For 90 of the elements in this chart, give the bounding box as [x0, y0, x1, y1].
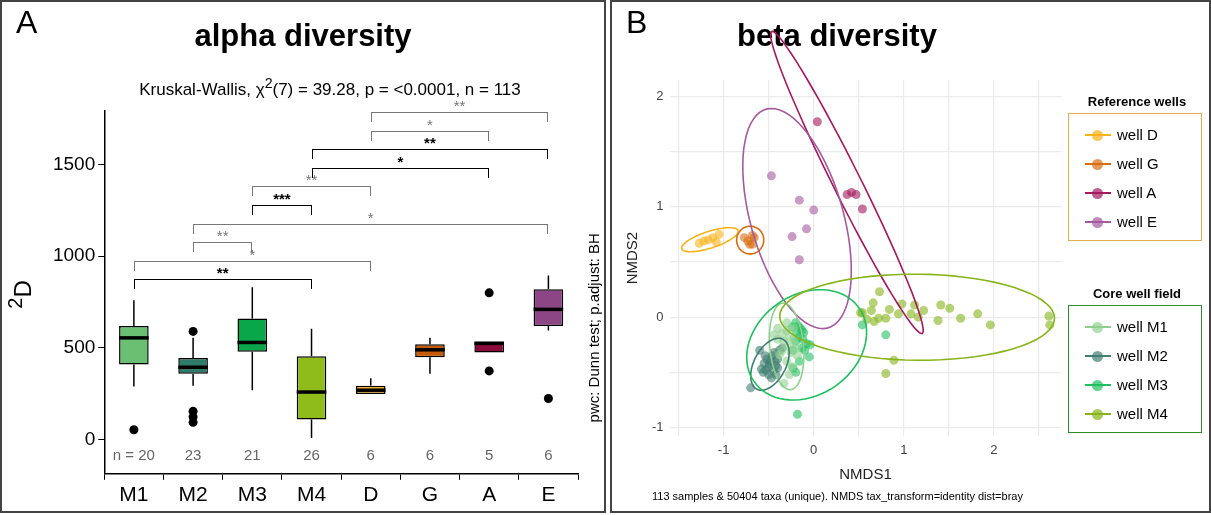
annotation: 6: [366, 445, 375, 463]
annotation: 26: [303, 445, 320, 463]
point: [802, 224, 812, 234]
y-tick-label: 1: [656, 198, 664, 214]
legend-label: well M1: [1117, 318, 1168, 335]
point: [884, 304, 894, 314]
point: [874, 313, 884, 323]
legend-label: well G: [1117, 155, 1159, 172]
point: [906, 309, 916, 319]
x-tick-label: A: [482, 482, 497, 506]
annotation: *: [426, 115, 434, 133]
annotation: 23: [184, 445, 202, 463]
y-tick-label: 1500: [52, 152, 96, 174]
point: [985, 320, 995, 330]
text: B: [626, 4, 648, 40]
annotation: **: [215, 227, 230, 245]
y-tick-label: 500: [63, 336, 96, 358]
x-tick-label: M1: [119, 482, 149, 506]
point: [933, 315, 943, 325]
annotation: **: [304, 171, 319, 189]
text: Core well field: [1091, 286, 1183, 302]
point: [956, 313, 966, 323]
point: [881, 330, 891, 340]
y-tick-label: 0: [656, 308, 664, 324]
point: [881, 368, 891, 378]
point: [881, 313, 891, 323]
x-tick-label: M2: [178, 482, 208, 506]
annotation: 6: [425, 445, 435, 463]
point: [851, 190, 861, 200]
y-axis-title: NMDS2: [623, 231, 641, 285]
annotation: 5: [485, 445, 494, 463]
x-axis-title: NMDS1: [839, 465, 892, 483]
point: [804, 352, 814, 362]
point: [782, 318, 792, 328]
chart-subtitle: Kruskal-Wallis, χ$^{2}$(7) = 39.28, p = <0.0001, n = 113: [138, 74, 522, 100]
legend-label: well M2: [1117, 347, 1168, 364]
point: [812, 117, 822, 127]
x-tick-label: E: [541, 482, 556, 506]
y-tick-label: 2: [656, 87, 664, 103]
x-tick-label: 0: [810, 441, 818, 457]
x-tick-label: 1: [900, 441, 908, 457]
legend-label: well M3: [1117, 376, 1168, 393]
annotation: 6: [544, 445, 553, 463]
annotation: *: [396, 152, 405, 170]
text: A: [16, 4, 38, 40]
y-tick-label: -1: [652, 419, 664, 435]
point: [945, 303, 955, 313]
x-tick-label: M4: [296, 482, 327, 506]
annotation: *: [248, 245, 257, 263]
annotation: **: [423, 134, 437, 152]
point: [714, 229, 724, 239]
point: [787, 232, 797, 242]
text: 113 samples & 50404 taxa (unique). NMDS tax_transform=identity dist=bray: [652, 490, 1023, 502]
legend-label: well D: [1117, 126, 1158, 143]
point: [793, 409, 802, 419]
point: [919, 306, 929, 316]
legend-label: well A: [1117, 184, 1157, 201]
point: [784, 370, 794, 380]
point: [875, 287, 884, 297]
annotation: **: [215, 264, 230, 282]
annotation: *: [366, 208, 375, 226]
point: [857, 204, 867, 214]
annotation: **: [452, 97, 467, 114]
annotation: ***: [272, 190, 292, 207]
annotation: n = 20: [112, 445, 155, 463]
chart-title: alpha diversity: [194, 18, 412, 53]
x-tick-label: D: [363, 482, 379, 506]
point: [766, 171, 776, 181]
x-tick-label: 2: [990, 441, 998, 457]
text: pwc: Dunn test; p.adjust: BH: [585, 233, 603, 423]
point: [868, 298, 878, 308]
point: [809, 205, 819, 215]
point: [794, 255, 804, 265]
legend-label: well M4: [1117, 405, 1168, 422]
x-tick-label: M3: [237, 482, 267, 506]
point: [794, 195, 804, 205]
annotation: 21: [243, 445, 261, 463]
point: [774, 350, 784, 360]
legend-label: well E: [1117, 213, 1158, 230]
point: [866, 306, 876, 316]
x-tick-label: G: [421, 482, 439, 506]
y-tick-label: 1000: [52, 244, 96, 266]
point: [793, 351, 802, 361]
point: [973, 309, 983, 319]
legend-title: Reference wells: [1086, 94, 1188, 110]
point: [1044, 311, 1054, 321]
point: [893, 309, 903, 319]
chart-title: beta diversity: [737, 18, 937, 53]
x-tick-label: -1: [717, 441, 730, 457]
point: [936, 300, 946, 310]
